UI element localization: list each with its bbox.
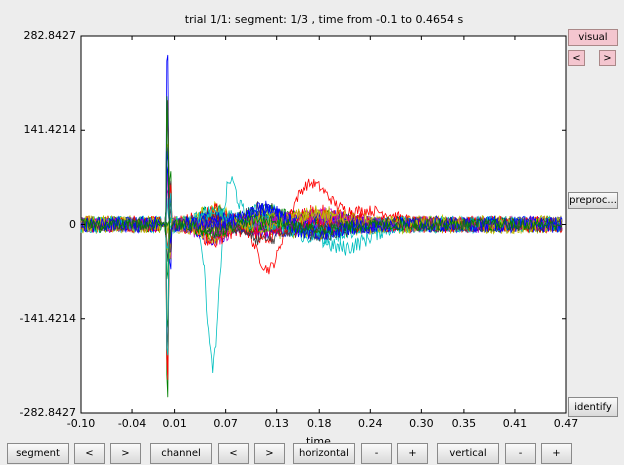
x-tick-label: 0.47: [553, 417, 579, 430]
horizontal-plus-button[interactable]: +: [397, 443, 428, 464]
channel-prev-button[interactable]: <: [218, 443, 249, 464]
axis-ticks: [80, 35, 567, 414]
x-tick-label: -0.04: [117, 417, 147, 430]
segment-next-button[interactable]: >: [110, 443, 141, 464]
channel-button[interactable]: channel: [150, 443, 212, 464]
segment-prev-button[interactable]: <: [74, 443, 105, 464]
prev-view-button[interactable]: <: [568, 50, 585, 66]
y-tick-label: 141.4214: [23, 123, 77, 137]
y-tick-label: 282.8427: [23, 29, 77, 42]
eeg-trace: [80, 96, 563, 240]
y-tick-label: 0: [69, 217, 76, 231]
x-tick-label: 0.07: [213, 417, 238, 430]
x-tick-label: 0.41: [502, 417, 528, 430]
horizontal-minus-button[interactable]: -: [361, 443, 392, 464]
horizontal-button[interactable]: horizontal: [293, 443, 355, 464]
x-tick-label: 0.35: [451, 417, 477, 430]
x-tick-label: 0.24: [358, 417, 383, 430]
vertical-plus-button[interactable]: +: [541, 443, 572, 464]
figure-title: trial 1/1: segment: 1/3 , time from -0.1…: [184, 13, 464, 26]
x-tick-label: -0.10: [66, 417, 96, 430]
vertical-minus-button[interactable]: -: [505, 443, 536, 464]
y-tick-label: -282.8427: [19, 406, 76, 419]
next-view-button[interactable]: >: [599, 50, 616, 66]
channel-next-button[interactable]: >: [254, 443, 285, 464]
x-tick-label: 0.01: [162, 417, 187, 430]
preproc-button[interactable]: preproc...: [568, 192, 618, 209]
vertical-button[interactable]: vertical: [437, 443, 499, 464]
visual-button[interactable]: visual: [568, 29, 618, 46]
y-tick-label: -141.4214: [19, 311, 76, 325]
x-tick-label: 0.13: [264, 417, 289, 430]
traces-group: [80, 54, 563, 398]
segment-button[interactable]: segment: [7, 443, 69, 464]
x-tick-label: 0.30: [409, 417, 434, 430]
identify-button[interactable]: identify: [568, 397, 618, 417]
x-tick-label: 0.18: [306, 417, 332, 430]
